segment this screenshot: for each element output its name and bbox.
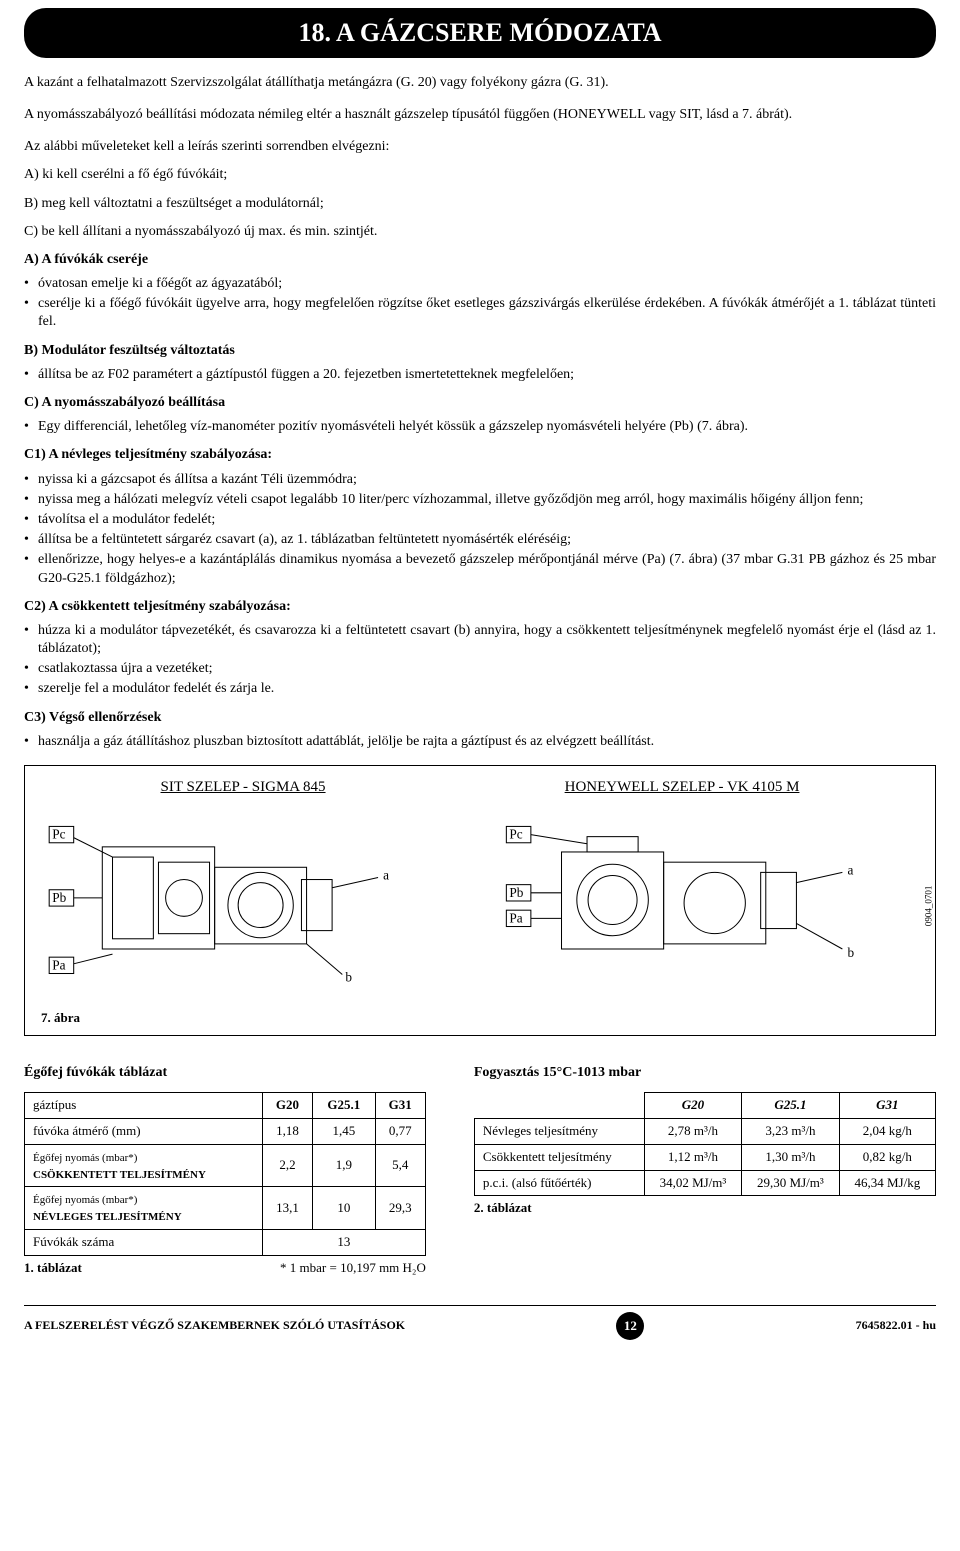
ops-a: A) ki kell cserélni a fő égő fúvókáit; — [24, 166, 936, 184]
list-item: húzza ki a modulátor tápvezetékét, és cs… — [24, 622, 936, 658]
section-c3-title: C3) Végső ellenőrzések — [24, 709, 936, 727]
honeywell-valve-diagram: Pc Pb Pa a b — [490, 806, 919, 1006]
svg-text:b: b — [847, 945, 854, 960]
table2: G20G25.1G31Névleges teljesítmény2,78 m³/… — [474, 1092, 936, 1197]
ops-c: C) be kell állítani a nyomásszabályozó ú… — [24, 223, 936, 241]
ops-b: B) meg kell változtatni a feszültséget a… — [24, 195, 936, 213]
svg-text:Pb: Pb — [509, 884, 523, 899]
list-item: állítsa be az F02 paramétert a gáztípust… — [24, 366, 936, 384]
section-c1-list: nyissa ki a gázcsapot és állítsa a kazán… — [24, 471, 936, 588]
list-item: távolítsa el a modulátor fedelét; — [24, 511, 936, 529]
table1: gáztípusG20G25.1G31fúvóka átmérő (mm)1,1… — [24, 1092, 426, 1256]
svg-text:Pa: Pa — [509, 910, 522, 925]
svg-text:a: a — [383, 867, 389, 882]
table2-title: Fogyasztás 15°C-1013 mbar — [474, 1064, 936, 1082]
page-footer: A FELSZERELÉST VÉGZŐ SZAKEMBERNEK SZÓLÓ … — [24, 1305, 936, 1340]
section-c1-title: C1) A névleges teljesítmény szabályozása… — [24, 446, 936, 464]
svg-text:Pc: Pc — [509, 826, 522, 841]
table1-caption: 1. táblázat — [24, 1260, 82, 1277]
svg-text:a: a — [847, 862, 853, 877]
list-item: cserélje ki a főégő fúvókáit ügyelve arr… — [24, 295, 936, 331]
svg-text:Pa: Pa — [52, 957, 65, 972]
figure-side-code: 0904_0701 — [923, 886, 935, 927]
figure-7-container: SIT SZELEP - SIGMA 845 HONEYWELL SZELEP … — [24, 765, 936, 1036]
section-a-title: A) A fúvókák cseréje — [24, 251, 936, 269]
list-item: használja a gáz átállításhoz pluszban bi… — [24, 733, 936, 751]
intro-paragraph-2: A nyomásszabályozó beállítási módozata n… — [24, 106, 936, 124]
svg-text:b: b — [345, 969, 352, 984]
footer-left: A FELSZERELÉST VÉGZŐ SZAKEMBERNEK SZÓLÓ … — [24, 1318, 405, 1334]
figure-left-title: SIT SZELEP - SIGMA 845 — [161, 778, 326, 798]
section-a-list: óvatosan emelje ki a főégőt az ágyazatáb… — [24, 275, 936, 332]
svg-text:Pc: Pc — [52, 826, 65, 841]
list-item: nyissa ki a gázcsapot és állítsa a kazán… — [24, 471, 936, 489]
list-item: csatlakoztassa újra a vezetéket; — [24, 660, 936, 678]
table2-caption: 2. táblázat — [474, 1200, 936, 1217]
svg-text:Pb: Pb — [52, 890, 66, 905]
section-c3-list: használja a gáz átállításhoz pluszban bi… — [24, 733, 936, 751]
figure-right-title: HONEYWELL SZELEP - VK 4105 M — [565, 778, 800, 798]
table1-note: * 1 mbar = 10,197 mm H₂O — [280, 1260, 426, 1277]
list-item: állítsa be a feltüntetett sárgaréz csava… — [24, 531, 936, 549]
list-item: óvatosan emelje ki a főégőt az ágyazatáb… — [24, 275, 936, 293]
section-c-title: C) A nyomásszabályozó beállítása — [24, 394, 936, 412]
figure-caption: 7. ábra — [41, 1010, 919, 1027]
section-c2-title: C2) A csökkentett teljesítmény szabályoz… — [24, 598, 936, 616]
ops-lead: Az alábbi műveleteket kell a leírás szer… — [24, 138, 936, 156]
section-b-title: B) Modulátor feszültség változtatás — [24, 342, 936, 360]
list-item: szerelje fel a modulátor fedelét és zárj… — [24, 680, 936, 698]
section-c-list: Egy differenciál, lehetőleg víz-manométe… — [24, 418, 936, 436]
sit-valve-diagram: Pc Pb Pa a b — [41, 806, 470, 1006]
list-item: Egy differenciál, lehetőleg víz-manométe… — [24, 418, 936, 436]
list-item: ellenőrizze, hogy helyes-e a kazántáplál… — [24, 551, 936, 587]
table1-title: Égőfej fúvókák táblázat — [24, 1064, 426, 1082]
list-item: nyissa meg a hálózati melegvíz vételi cs… — [24, 491, 936, 509]
section-c2-list: húzza ki a modulátor tápvezetékét, és cs… — [24, 622, 936, 699]
intro-paragraph-1: A kazánt a felhatalmazott Szervizszolgál… — [24, 74, 936, 92]
page-title-banner: 18. A GÁZCSERE MÓDOZATA — [24, 8, 936, 58]
footer-right: 7645822.01 - hu — [856, 1318, 936, 1334]
section-b-list: állítsa be az F02 paramétert a gáztípust… — [24, 366, 936, 384]
page-number: 12 — [616, 1312, 644, 1340]
